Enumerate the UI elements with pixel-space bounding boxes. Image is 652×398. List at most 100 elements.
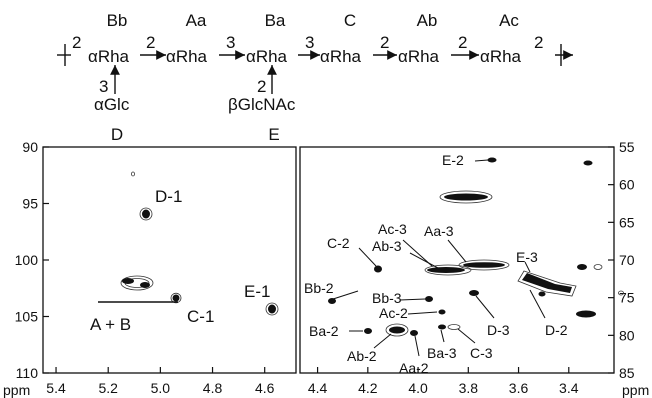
peak-Ba-3 [438, 324, 446, 330]
peak-top-right [583, 160, 593, 166]
residue-id-C: C [344, 11, 356, 30]
linkage-number: 2 [534, 33, 543, 52]
peak-small-noise [130, 171, 135, 177]
label-Aa-2: Aa-2 [399, 360, 429, 376]
residue-id-Bb: Bb [107, 11, 128, 30]
label-D-2: D-2 [545, 322, 568, 338]
right-x-axis: 4.4 4.2 4.0 3.8 3.6 3.4 [308, 367, 579, 396]
peak-right-70 [577, 264, 603, 270]
branch-name-E: βGlcNAc [228, 95, 296, 114]
linkage-number: 3 [305, 33, 314, 52]
right-x-tick-label: 4.4 [308, 380, 328, 396]
peak-Ab-2-Aa-2 [385, 323, 418, 337]
peak-D-2 [538, 291, 546, 297]
label-E-3: E-3 [516, 249, 538, 265]
residue-id-Ba: Ba [265, 11, 286, 30]
left-x-tick-label: 4.8 [203, 380, 223, 396]
label-C-3: C-3 [470, 345, 493, 361]
label-E-1: E-1 [244, 282, 270, 301]
peak-E-1 [265, 302, 279, 316]
branch-id-E: E [268, 125, 279, 144]
peak-C-2 [374, 265, 382, 273]
right-x-tick-label: 4.2 [358, 380, 378, 396]
label-C-1: C-1 [187, 307, 214, 326]
residue-name-Ac: αRha [480, 47, 522, 66]
label-C-2: C-2 [327, 235, 350, 251]
peak-C-3 [447, 324, 461, 330]
label-Ba-2: Ba-2 [309, 323, 339, 339]
peak-C-1 [170, 292, 182, 304]
right-x-axis-unit: ppm [622, 382, 649, 398]
label-Bb-2: Bb-2 [304, 280, 334, 296]
right-y-tick-label: 70 [619, 252, 635, 268]
peak-D-3 [469, 290, 479, 296]
branch-linkage-D: 3 [99, 77, 108, 96]
right-y-tick-label: 80 [619, 327, 635, 343]
right-x-tick-label: 3.4 [559, 380, 579, 396]
peak-Bb-3 [425, 296, 433, 302]
peak-E-3-band [517, 270, 577, 297]
left-x-tick-label: 5.2 [98, 380, 118, 396]
peak-far-right-74 [618, 290, 624, 296]
label-D-1: D-1 [155, 187, 182, 206]
peak-Ac-3-Ab-3-band [424, 259, 510, 276]
left-y-tick-label: 95 [22, 196, 38, 212]
right-y-tick-label: 65 [619, 214, 635, 230]
left-panel-peaks [98, 171, 279, 316]
residue-id-Ab: Ab [417, 11, 438, 30]
left-x-tick-label: 5.0 [151, 380, 171, 396]
left-y-tick-label: 110 [16, 365, 39, 381]
leader-lines [329, 159, 546, 357]
label-Ab-2: Ab-2 [347, 348, 377, 364]
residue-name-Bb: αRha [88, 47, 130, 66]
left-x-tick-label: 4.6 [255, 380, 275, 396]
right-x-tick-label: 3.8 [459, 380, 479, 396]
right-x-tick-label: 3.6 [509, 380, 529, 396]
label-Ab-3: Ab-3 [372, 238, 402, 254]
label-Bb-3: Bb-3 [372, 290, 402, 306]
structure-scheme: Bb Aa Ba C Ab Ac αRha αRha αRha αRha αRh… [57, 11, 573, 144]
right-y-tick-label: 75 [619, 290, 635, 306]
residue-id-Ac: Ac [499, 11, 519, 30]
linkage-number: 2 [458, 33, 467, 52]
repeat-bracket-right [555, 44, 573, 66]
right-panel-peaks [328, 157, 624, 337]
peak-Ac-2 [438, 309, 446, 315]
linkage-number: 2 [380, 33, 389, 52]
left-y-tick-label: 100 [15, 252, 39, 268]
left-y-tick-label: 90 [22, 139, 38, 155]
left-x-tick-label: 5.4 [46, 380, 66, 396]
linkage-number: 2 [72, 33, 81, 52]
residue-id-Aa: Aa [186, 11, 207, 30]
left-panel-frame [42, 146, 297, 374]
right-y-tick-label: 55 [619, 139, 635, 155]
branch-id-D: D [111, 125, 123, 144]
hsqc-spectrum: 90 95 100 105 110 55 60 65 70 75 80 85 5.4 5.2 5.0 4.… [3, 139, 649, 398]
label-D-3: D-3 [487, 322, 510, 338]
residue-name-Ba: αRha [246, 47, 288, 66]
label-Aa-3: Aa-3 [424, 223, 454, 239]
right-y-tick-label: 60 [619, 177, 635, 193]
label-Ac-3: Ac-3 [378, 221, 407, 237]
label-Ac-2: Ac-2 [379, 305, 408, 321]
label-A-B: A + B [90, 315, 131, 334]
residue-name-Aa: αRha [166, 47, 208, 66]
right-y-tick-label: 85 [619, 365, 635, 381]
left-x-axis: 5.4 5.2 5.0 4.8 4.6 [46, 367, 275, 396]
peak-E-2 [487, 157, 497, 163]
peak-cluster-61 [439, 190, 493, 204]
peak-lower-right-77 [576, 310, 596, 318]
right-panel-frame [299, 146, 615, 374]
peak-D-1 [139, 207, 153, 221]
peak-A-B-cluster [120, 275, 154, 291]
branch-name-D: αGlc [94, 95, 130, 114]
label-E-2: E-2 [442, 152, 464, 168]
linkage-number: 3 [226, 33, 235, 52]
residue-name-Ab: αRha [398, 47, 440, 66]
residue-name-C: αRha [320, 47, 362, 66]
linkage-number: 2 [146, 33, 155, 52]
left-x-axis-unit: ppm [3, 382, 30, 398]
left-y-tick-label: 105 [15, 309, 39, 325]
repeat-bracket-left [57, 44, 71, 66]
